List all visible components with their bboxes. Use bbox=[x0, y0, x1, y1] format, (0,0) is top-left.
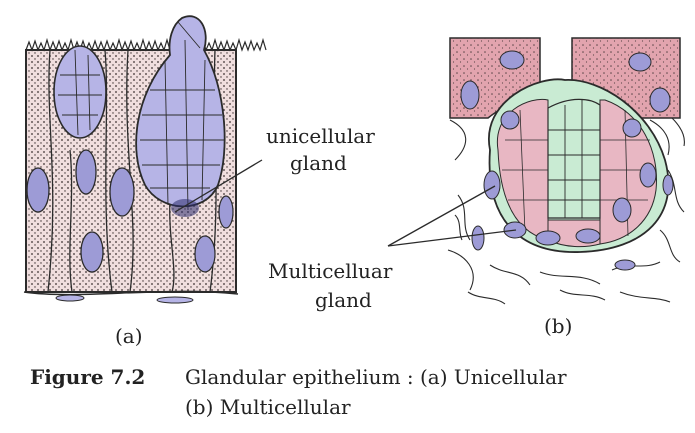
panel-a-epithelium bbox=[23, 15, 267, 304]
unicellular-label-line2: gland bbox=[290, 151, 347, 175]
figure-number: Figure 7.2 bbox=[30, 365, 146, 389]
panel-a-label: (a) bbox=[115, 324, 143, 348]
multicellular-label-line2: gland bbox=[315, 288, 372, 312]
multicellular-pointer-2 bbox=[387, 229, 517, 247]
unicellular-label-line1: unicellular bbox=[266, 124, 375, 148]
figure-caption: Figure 7.2 Glandular epithelium : (a) Uni… bbox=[30, 362, 670, 422]
caption-line2: (b) Multicellular bbox=[185, 395, 351, 419]
multicellular-label-line1: Multicelluar bbox=[268, 259, 393, 283]
panel-b-gland bbox=[447, 37, 685, 305]
multicellular-pointer-1 bbox=[387, 185, 496, 247]
panel-b-label: (b) bbox=[544, 314, 572, 338]
caption-line1: Glandular epithelium : (a) Unicellular bbox=[185, 365, 567, 389]
unicellular-pointer bbox=[174, 159, 263, 213]
